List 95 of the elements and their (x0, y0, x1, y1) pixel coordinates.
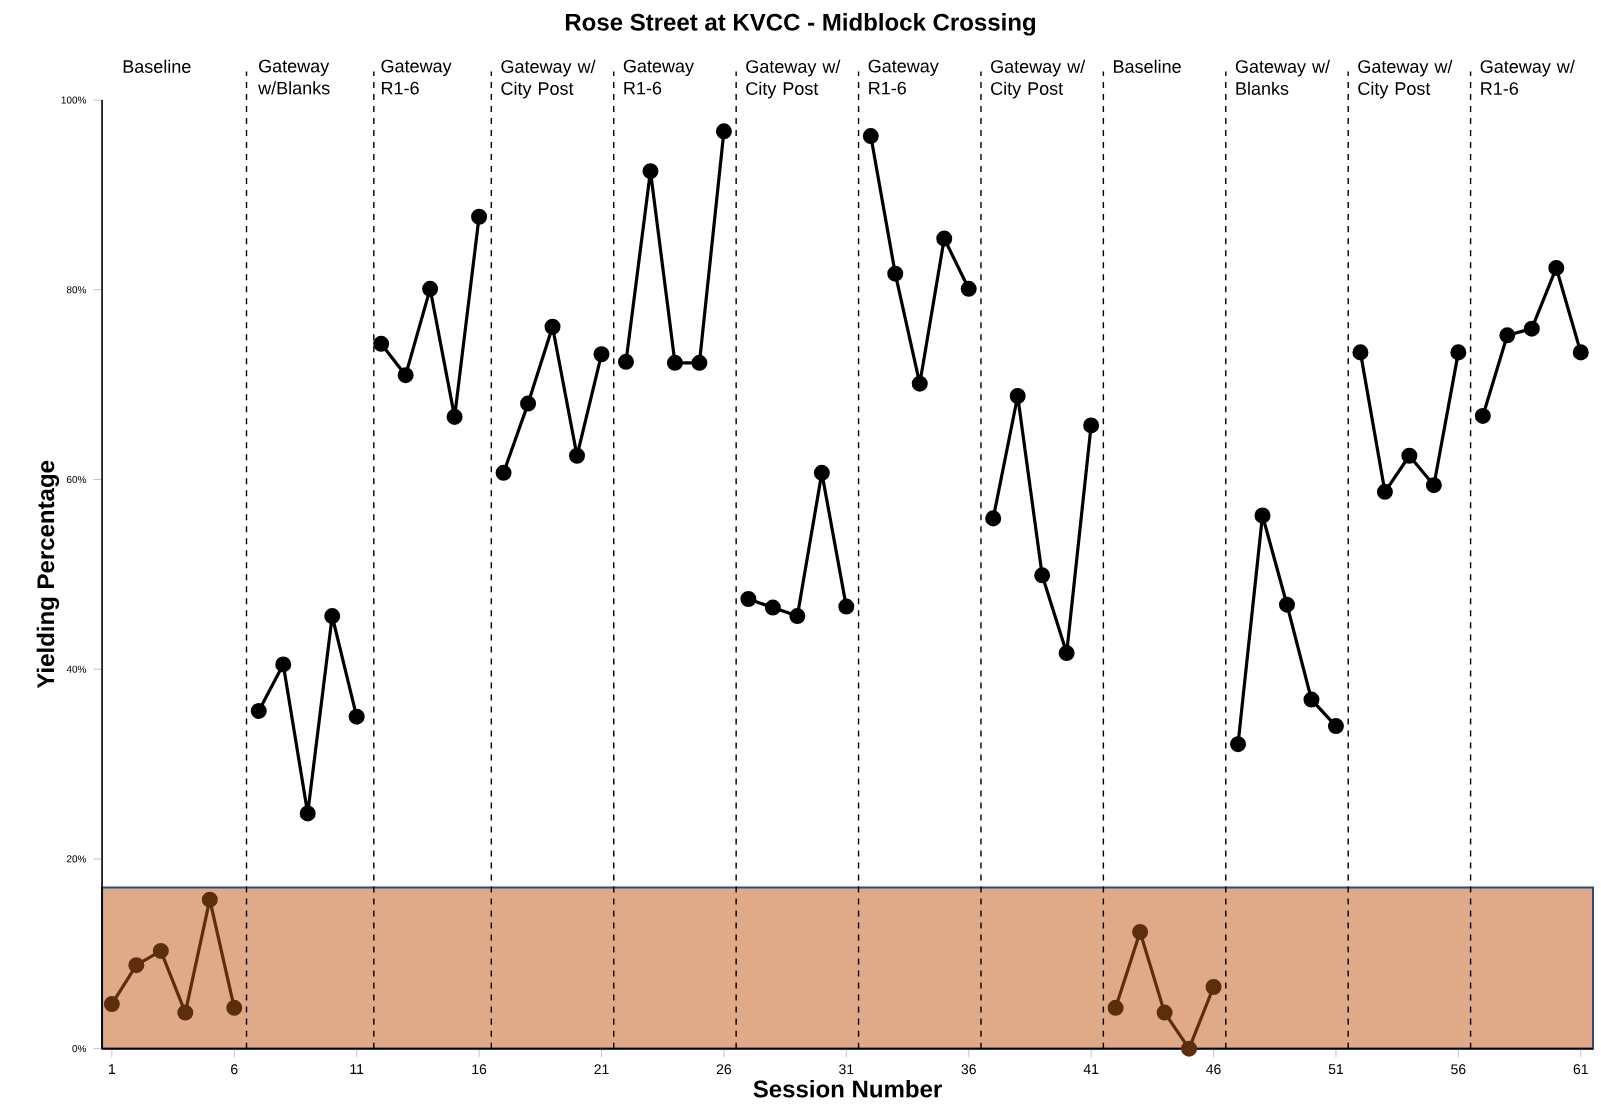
point (1425, 477, 1442, 494)
point (324, 608, 341, 625)
point (617, 354, 634, 371)
text: Gateway R1-6 (381, 59, 452, 95)
text: Gateway w/ City Post (991, 59, 1086, 99)
point (960, 280, 977, 297)
point (789, 608, 806, 625)
point (1548, 260, 1565, 277)
y-tick-label: 40% (66, 665, 87, 673)
point (1523, 320, 1540, 337)
x-tick-label: 31 (839, 1064, 854, 1075)
y-tick-label: 0% (72, 1045, 87, 1053)
point (373, 335, 390, 352)
text: Baseline (1114, 59, 1181, 74)
text: Gateway w/ City Post (501, 59, 596, 99)
x-tick-label: 46 (1206, 1064, 1221, 1075)
x-axis-title: Session Number (753, 1080, 942, 1098)
point (1450, 344, 1467, 361)
y-tick-label: 20% (66, 855, 87, 863)
point (862, 128, 879, 145)
point (1034, 567, 1051, 584)
point (1181, 1040, 1198, 1057)
y-tick-label: 100% (61, 96, 87, 104)
x-tick-label: 51 (1328, 1064, 1344, 1075)
point (691, 354, 708, 371)
point (666, 354, 683, 371)
text: Gateway R1-6 (623, 59, 694, 95)
point (1156, 1004, 1173, 1021)
point (1278, 596, 1295, 613)
point (1107, 1000, 1124, 1017)
x-tick-label: 21 (594, 1064, 609, 1075)
x-tick-label: 61 (1573, 1064, 1588, 1075)
point (1132, 924, 1149, 941)
point (1376, 483, 1393, 500)
x-tick-label: 6 (231, 1064, 238, 1075)
point (642, 163, 659, 180)
point (1058, 645, 1075, 662)
point (1303, 691, 1320, 708)
y-tick-label: 60% (66, 476, 87, 484)
x-tick-label: 16 (472, 1064, 487, 1075)
point (128, 957, 145, 974)
x-tick-label: 11 (350, 1064, 364, 1075)
point (495, 465, 512, 482)
x-tick-label: 26 (716, 1064, 732, 1075)
point (1572, 344, 1589, 361)
point (250, 703, 267, 720)
point (593, 346, 610, 363)
y-axis-title: Yielding Percentage (36, 461, 60, 689)
point (1474, 408, 1491, 425)
point (177, 1004, 194, 1021)
point (985, 510, 1002, 527)
point (838, 598, 855, 615)
point (471, 208, 488, 225)
point (226, 1000, 243, 1017)
text: Gateway w/Blanks (258, 59, 330, 95)
point (275, 656, 292, 673)
point (1327, 718, 1344, 735)
point (201, 891, 218, 908)
point (103, 996, 120, 1013)
chart-title: Rose Street at KVCC - Midblock Crossing (565, 13, 1036, 36)
point (1499, 327, 1516, 344)
text: Gateway w/ Blanks (1235, 59, 1331, 96)
text: Gateway R1-6 (868, 59, 939, 95)
point (422, 280, 439, 297)
point (936, 230, 953, 247)
point (299, 805, 316, 822)
point (911, 375, 928, 392)
point (1352, 344, 1369, 361)
text: Gateway w/ R1-6 (1480, 59, 1575, 96)
point (446, 409, 463, 426)
point (740, 591, 757, 608)
point (569, 447, 586, 464)
point (887, 265, 904, 282)
point (1254, 507, 1271, 524)
point (1009, 388, 1026, 405)
text: Baseline (123, 59, 191, 74)
point (397, 367, 414, 384)
point (1205, 979, 1222, 996)
point (152, 943, 169, 960)
x-tick-label: 41 (1083, 1064, 1099, 1075)
point (764, 599, 781, 616)
x-tick-label: 56 (1451, 1064, 1466, 1075)
point (813, 465, 830, 482)
point (1401, 447, 1418, 464)
point (544, 318, 561, 335)
x-tick-label: 36 (961, 1064, 976, 1075)
x-tick-label: 1 (109, 1064, 116, 1075)
point (1083, 417, 1100, 434)
point (520, 395, 537, 412)
text: Gateway w/ City Post (1358, 59, 1453, 99)
point (1230, 736, 1247, 753)
y-tick-label: 80% (66, 286, 87, 294)
point (348, 708, 365, 725)
point (715, 123, 732, 140)
text: Gateway w/ City Post (746, 59, 841, 99)
